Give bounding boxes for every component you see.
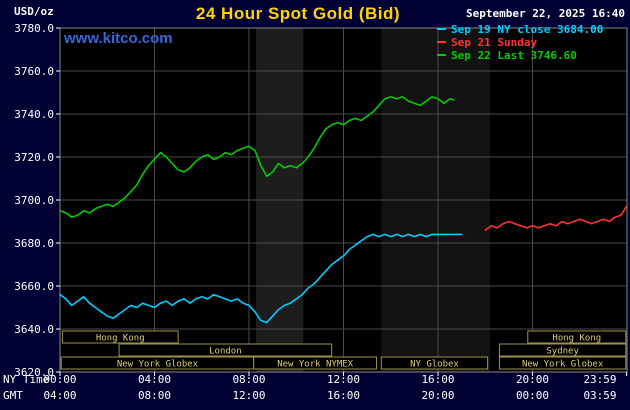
y-axis-tick-label: 3720.0 <box>14 151 54 164</box>
x-axis-ny-label: 23:59 <box>583 373 616 386</box>
x-axis-gmt-label: 04:00 <box>43 389 76 402</box>
legend-label-sep21: Sep 21 Sunday <box>451 36 538 49</box>
price-line-sep22 <box>59 96 455 218</box>
legend-item-sep21-sunday: Sep 21 Sunday <box>437 36 603 49</box>
legend-item-sep19-close: Sep 19 NY close 3684.00 <box>437 23 603 36</box>
y-axis-tick-label: 3680.0 <box>14 237 54 250</box>
y-axis-tick-label: 3620.0 <box>14 366 54 379</box>
session-label: Hong Kong <box>96 334 145 344</box>
session-label: Sydney <box>546 347 579 357</box>
price-line-sep21 <box>484 205 628 231</box>
legend-item-sep22-last: Sep 22 Last 3746.60 <box>437 49 603 62</box>
session-label: Hong Kong <box>552 334 601 344</box>
x-axis-gmt-label: 12:00 <box>232 389 265 402</box>
y-axis-tick-label: 3740.0 <box>14 108 54 121</box>
x-axis-gmt-label: 16:00 <box>327 389 360 402</box>
legend: Sep 19 NY close 3684.00 Sep 21 Sunday Se… <box>437 23 603 62</box>
session-box <box>498 356 627 370</box>
session-box <box>498 343 627 357</box>
y-axis-tick-label: 3660.0 <box>14 280 54 293</box>
x-axis-gmt-label: 03:59 <box>583 389 616 402</box>
legend-dash-icon <box>437 28 446 30</box>
x-axis-ny-label: 00:00 <box>43 373 76 386</box>
y-axis-units-label: USD/oz <box>14 5 54 18</box>
session-box <box>61 330 179 344</box>
session-box <box>380 356 489 370</box>
y-axis-tick-label: 3760.0 <box>14 65 54 78</box>
kitco-watermark-link[interactable]: www.kitco.com <box>64 30 173 47</box>
legend-dash-icon <box>437 41 446 43</box>
session-box <box>253 356 378 370</box>
y-axis-tick-label: 3640.0 <box>14 323 54 336</box>
x-axis-ny-label: 12:00 <box>327 373 360 386</box>
session-box <box>118 343 333 357</box>
session-label: New York NYMEX <box>277 360 353 370</box>
price-line-sep19 <box>59 233 463 324</box>
datetime-label: September 22, 2025 16:40 <box>466 7 625 20</box>
ny-time-row-label: NY Time <box>3 373 49 386</box>
x-axis-ny-label: 20:00 <box>516 373 549 386</box>
x-axis-ny-label: 04:00 <box>138 373 171 386</box>
session-label: NY Globex <box>410 360 459 370</box>
legend-label-sep19: Sep 19 NY close 3684.00 <box>451 23 604 36</box>
x-axis-gmt-label: 00:00 <box>516 389 549 402</box>
session-label: New York Globex <box>522 360 604 370</box>
x-axis-ny-label: 08:00 <box>232 373 265 386</box>
y-axis-tick-label: 3700.0 <box>14 194 54 207</box>
chart-title: 24 Hour Spot Gold (Bid) <box>195 4 401 23</box>
gmt-row-label: GMT <box>3 389 23 402</box>
session-label: London <box>209 347 242 357</box>
x-axis-ny-label: 16:00 <box>421 373 454 386</box>
x-axis-gmt-label: 20:00 <box>421 389 454 402</box>
legend-dash-icon <box>437 54 446 56</box>
session-box <box>527 330 627 344</box>
session-label: New York Globex <box>117 360 199 370</box>
legend-label-sep22: Sep 22 Last 3746.60 <box>451 49 577 62</box>
y-axis-tick-label: 3780.0 <box>14 22 54 35</box>
x-axis-gmt-label: 08:00 <box>138 389 171 402</box>
